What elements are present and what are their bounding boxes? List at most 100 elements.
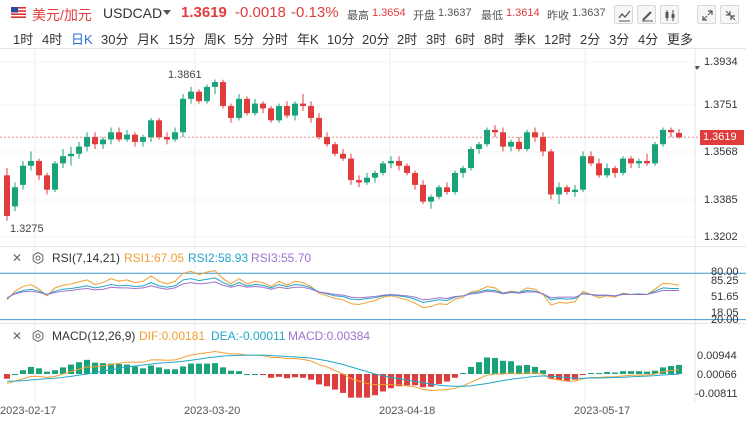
macd-bar-19 <box>156 367 162 374</box>
candle-body-21 <box>172 132 178 140</box>
macd-bar-80 <box>644 371 650 374</box>
tab-15m[interactable]: 15分 <box>168 32 196 47</box>
candle-body-12 <box>100 139 106 145</box>
prev-close-value: 1.3637 <box>572 7 606 19</box>
rsi1-value: RSI1:67.05 <box>124 251 185 265</box>
macd-bar-49 <box>396 374 402 387</box>
rsi-divider <box>0 246 746 247</box>
fullscreen-button[interactable] <box>697 5 716 24</box>
tab-3m[interactable]: 3分 <box>609 32 630 47</box>
tab-more[interactable]: 更多 <box>667 32 694 47</box>
candle-body-20 <box>164 137 170 140</box>
open-value: 1.3637 <box>438 7 472 19</box>
tab-2h[interactable]: 2时 <box>397 32 418 47</box>
macd-bar-33 <box>268 374 274 378</box>
tab-10m[interactable]: 10分 <box>327 32 355 47</box>
line-chart-button[interactable] <box>614 5 633 24</box>
candle-body-62 <box>500 132 506 147</box>
macd-bar-38 <box>308 374 314 380</box>
tab-daily[interactable]: 日K <box>71 32 93 47</box>
macd-settings-gear-icon[interactable] <box>32 330 44 342</box>
candle-body-5 <box>44 175 50 190</box>
candle-body-37 <box>300 103 306 106</box>
macd-bar-25 <box>204 363 210 374</box>
tab-weekly[interactable]: 周K <box>204 32 226 47</box>
candle-body-7 <box>60 156 66 164</box>
candle-body-55 <box>444 187 450 193</box>
symbol-dropdown-caret-icon[interactable] <box>163 10 171 15</box>
macd-bar-65 <box>524 365 530 374</box>
candle-body-32 <box>260 103 266 109</box>
rsi2-line <box>6 277 679 303</box>
candle-body-54 <box>436 187 442 197</box>
symbol-code[interactable]: USDCAD <box>103 5 163 21</box>
tab-4h[interactable]: 4时 <box>42 32 63 47</box>
more-caret-icon[interactable] <box>694 66 700 70</box>
macd-bar-53 <box>428 374 434 387</box>
candle-body-15 <box>124 134 130 140</box>
tab-5m[interactable]: 5分 <box>234 32 255 47</box>
price-tick-1: 1.3934 <box>704 56 738 68</box>
tab-intraday[interactable]: 分时 <box>262 32 289 47</box>
macd-bar-79 <box>636 371 642 374</box>
prev-close-label: 昨收 <box>547 10 569 22</box>
price-tick-5: 1.3202 <box>704 231 738 243</box>
macd-bar-11 <box>92 362 98 374</box>
candle-body-23 <box>188 91 194 99</box>
macd-bar-31 <box>252 374 258 375</box>
tab-3h[interactable]: 3时 <box>426 32 447 47</box>
tab-12h[interactable]: 12时 <box>544 32 572 47</box>
rsi-settings-gear-icon[interactable] <box>32 252 44 264</box>
macd-bar-6 <box>52 370 58 374</box>
macd-bar-8 <box>68 364 74 374</box>
macd-bar-66 <box>532 366 538 374</box>
tab-yearly[interactable]: 年K <box>297 32 319 47</box>
min-price-marker: 1.3275 <box>10 223 44 235</box>
candle-body-50 <box>404 165 410 173</box>
candle-body-10 <box>84 137 90 147</box>
macd-bar-75 <box>604 372 610 374</box>
tab-quarterly[interactable]: 季K <box>514 32 536 47</box>
tab-8h[interactable]: 8时 <box>484 32 505 47</box>
macd-bar-71 <box>572 374 578 380</box>
tab-4m[interactable]: 4分 <box>638 32 659 47</box>
macd-dea-line <box>7 354 680 387</box>
low-value: 1.3614 <box>506 7 540 19</box>
macd-bar-82 <box>660 367 666 374</box>
tab-20m[interactable]: 20分 <box>362 32 390 47</box>
candle-body-60 <box>484 129 490 145</box>
symbol-name[interactable]: 美元/加元 <box>32 7 92 23</box>
candle-body-18 <box>148 120 154 138</box>
macd-bar-21 <box>172 369 178 374</box>
candle-body-41 <box>332 144 338 154</box>
tab-30m[interactable]: 30分 <box>101 32 129 47</box>
candle-body-3 <box>28 160 34 166</box>
draw-tool-button[interactable] <box>637 5 656 24</box>
macd-tick-mid: 0.00066 <box>697 369 737 381</box>
tab-1h[interactable]: 1时 <box>13 32 34 47</box>
candle-body-69 <box>556 187 562 195</box>
candle-body-29 <box>236 98 242 118</box>
macd-bar-72 <box>580 374 586 375</box>
period-tabs: 1时 4时 日K 30分 月K 15分 周K 5分 分时 年K 10分 20分 … <box>0 27 746 70</box>
candle-body-39 <box>316 117 322 138</box>
macd-bar-60 <box>484 357 490 374</box>
tab-monthly[interactable]: 月K <box>137 32 159 47</box>
candle-body-44 <box>356 180 362 183</box>
candle-body-51 <box>412 172 418 185</box>
tab-2m[interactable]: 2分 <box>580 32 601 47</box>
macd-bar-36 <box>292 374 298 378</box>
close-macd-icon[interactable]: ✕ <box>12 329 23 343</box>
macd-bar-47 <box>380 374 386 392</box>
candle-style-button[interactable] <box>660 5 679 24</box>
macd-dif-value: DIF:0.00181 <box>139 329 206 343</box>
macd-bar-34 <box>276 374 282 377</box>
close-rsi-icon[interactable]: ✕ <box>12 251 23 265</box>
candle-body-36 <box>292 103 298 116</box>
collapse-button[interactable] <box>720 5 739 24</box>
macd-bar-14 <box>116 364 122 374</box>
tab-6h[interactable]: 6时 <box>455 32 476 47</box>
macd-bar-56 <box>452 374 458 378</box>
rsi1-line <box>6 270 680 309</box>
